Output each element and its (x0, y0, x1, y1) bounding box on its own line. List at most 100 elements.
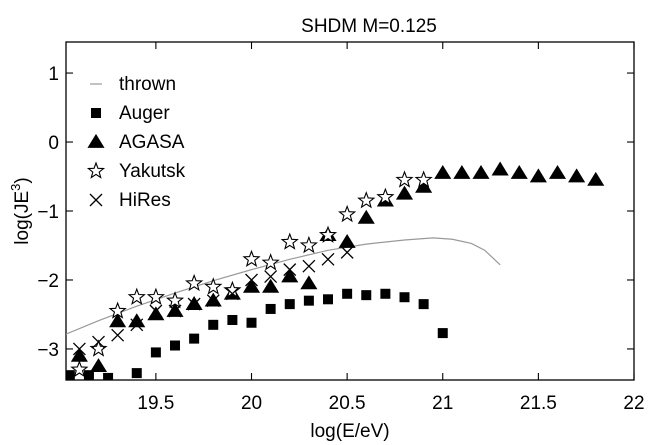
legend-entry-auger: Auger (91, 103, 170, 124)
agasa-point (89, 358, 108, 373)
series-hires (66, 245, 354, 359)
y-axis-label-main: log(JE (12, 191, 33, 245)
yakutsk-point (185, 273, 204, 292)
agasa-point (395, 185, 414, 200)
hires-point (245, 273, 258, 287)
yakutsk-point (146, 287, 165, 305)
auger-point (150, 347, 161, 358)
auger-point (342, 288, 353, 299)
hires-point (130, 318, 144, 332)
x-tick-label: 22 (623, 393, 644, 414)
legend-entry-hires: HiRes (89, 190, 171, 211)
yakutsk-point (318, 225, 338, 243)
y-tick-label: 0 (48, 133, 59, 154)
agasa-point (242, 278, 261, 293)
hires-point (168, 304, 182, 318)
auger-point (131, 368, 142, 379)
plot-area (66, 161, 605, 380)
hires-point (187, 297, 201, 311)
agasa-point (357, 209, 375, 224)
agasa-point (568, 168, 586, 183)
series-thrown (66, 237, 501, 335)
chart-title: SHDM M=0.125 (301, 16, 437, 37)
yakutsk-point (108, 301, 127, 319)
auger-point (284, 299, 295, 310)
y-axis-label-superscript: 3 (8, 184, 23, 191)
legend-label-hires: HiRes (119, 190, 171, 211)
agasa-point (453, 164, 471, 179)
auger-point (170, 340, 181, 351)
x-tick-label: 21.5 (520, 393, 557, 414)
x-axis-label: log(E/eV) (310, 421, 389, 442)
hires-point (321, 252, 335, 266)
agasa-point (70, 347, 88, 362)
yakutsk-point (89, 339, 108, 357)
legend-entry-agasa: AGASA (87, 132, 185, 153)
agasa-point (529, 168, 547, 183)
hires-point (302, 259, 316, 273)
agasa-point (128, 313, 146, 328)
yakutsk-point (127, 287, 146, 305)
auger-point (208, 319, 219, 330)
y-tick-label: −2 (37, 271, 59, 292)
legend-entry-thrown: thrown (90, 74, 176, 95)
legend-symbol-triangle (87, 133, 105, 148)
thrown-line (66, 237, 501, 335)
yakutsk-point (395, 170, 414, 188)
agasa-point (338, 233, 356, 248)
yakutsk-point (299, 235, 318, 254)
agasa-point (415, 178, 433, 193)
agasa-point (510, 164, 528, 179)
agasa-point (491, 161, 509, 176)
agasa-point (548, 164, 567, 179)
x-tick-label: 19.5 (137, 393, 174, 414)
yakutsk-point (338, 204, 357, 223)
hires-point (111, 328, 125, 342)
agasa-point (434, 164, 452, 179)
hires-point (225, 287, 239, 301)
y-axis-label-close: ) (12, 177, 33, 183)
hires-point (264, 270, 278, 283)
legend-label-thrown: thrown (119, 74, 176, 95)
agasa-point (204, 292, 222, 307)
x-tick-label: 20 (241, 393, 262, 414)
agasa-point (587, 171, 605, 186)
hires-point (340, 245, 354, 259)
y-tick-label: −1 (37, 202, 59, 223)
auger-point (265, 303, 276, 314)
agasa-point (109, 313, 127, 328)
series-agasa (70, 161, 605, 373)
series-yakutsk (70, 170, 433, 378)
agasa-point (281, 268, 299, 283)
legend-label-agasa: AGASA (119, 132, 185, 153)
legend-label-yakutsk: Yakutsk (119, 161, 186, 182)
yakutsk-point (280, 232, 299, 250)
x-tick-label: 21 (432, 393, 453, 414)
yakutsk-point (242, 249, 261, 268)
axis-tick-labels: 19.5 20 20.5 21 21.5 22 −3 −2 −1 0 1 (37, 64, 644, 414)
legend: thrown Auger AGASA Yakutsk HiRes (86, 74, 186, 211)
legend-label-auger: Auger (119, 103, 170, 124)
auger-point (437, 328, 448, 339)
y-tick-label: −3 (37, 340, 59, 361)
auger-point (103, 372, 114, 380)
legend-symbol-star (86, 161, 106, 179)
legend-symbol-x (89, 193, 103, 207)
yakutsk-point (261, 253, 280, 271)
yakutsk-point (414, 170, 433, 188)
yakutsk-point (376, 187, 395, 205)
agasa-point (147, 306, 165, 321)
agasa-point (166, 302, 184, 317)
hires-point (149, 304, 163, 318)
hires-point (283, 263, 297, 277)
auger-point (189, 333, 200, 344)
auger-point (418, 299, 429, 310)
auger-point (323, 294, 334, 305)
auger-point (361, 290, 372, 301)
legend-entry-yakutsk: Yakutsk (86, 161, 186, 182)
series-auger (66, 288, 448, 380)
y-tick-label: 1 (48, 64, 59, 85)
auger-point (399, 292, 410, 303)
yakutsk-point (70, 360, 89, 378)
